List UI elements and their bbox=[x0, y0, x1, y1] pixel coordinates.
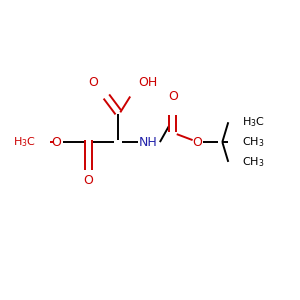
Text: O: O bbox=[51, 136, 61, 148]
Text: NH: NH bbox=[139, 136, 158, 148]
Text: H$_3$C: H$_3$C bbox=[13, 135, 36, 149]
Text: H$_3$C: H$_3$C bbox=[242, 116, 265, 129]
Text: O: O bbox=[168, 90, 178, 104]
Text: O: O bbox=[88, 76, 98, 88]
Text: CH$_3$: CH$_3$ bbox=[242, 135, 265, 149]
Text: OH: OH bbox=[138, 76, 158, 88]
Text: CH$_3$: CH$_3$ bbox=[242, 155, 265, 169]
Text: O: O bbox=[193, 136, 202, 148]
Text: O: O bbox=[84, 174, 94, 187]
